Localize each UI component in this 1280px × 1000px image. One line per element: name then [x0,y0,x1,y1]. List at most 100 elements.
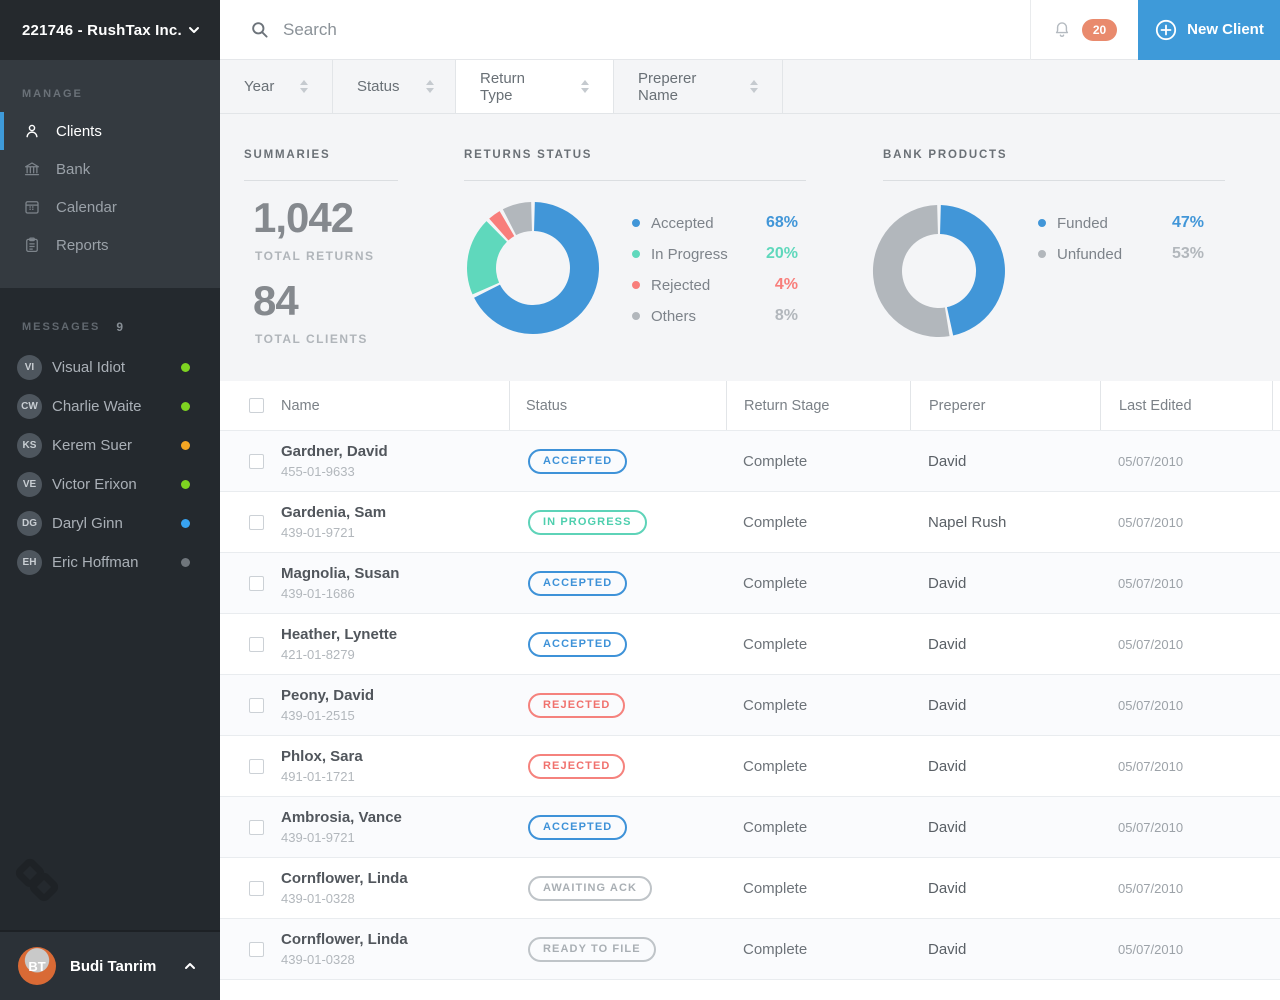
topbar-divider [1030,0,1031,60]
new-client-button[interactable]: New Client [1138,0,1280,60]
sidebar-item-reports[interactable]: Reports [0,226,220,264]
table-row[interactable]: Gardner, David 455-01-9633 ACCEPTED Comp… [220,431,1280,492]
select-all-checkbox[interactable] [249,398,264,413]
message-list-item[interactable]: VI Visual Idiot [0,348,220,387]
table-row[interactable]: Cornflower, Linda 439-01-0328 READY TO F… [220,919,1280,980]
message-list-item[interactable]: VE Victor Erixon [0,465,220,504]
message-list-item[interactable]: EH Eric Hoffman [0,543,220,582]
manage-nav: MANAGE Clients Bank Calendar Reports [0,60,220,288]
message-list-item[interactable]: DG Daryl Ginn [0,504,220,543]
filter-year[interactable]: Year [220,60,333,113]
main-content: 20 New Client Year Status Return Type Pr… [220,0,1280,1000]
preperer-cell: David [928,452,967,470]
total-returns-value: 1,042 [253,194,354,241]
status-badge: ACCEPTED [528,448,628,474]
row-select-cell [220,941,281,957]
last-edited-cell: 05/07/2010 [1118,941,1184,957]
row-checkbox[interactable] [249,758,264,774]
sort-arrows-icon [750,80,758,93]
row-checkbox[interactable] [249,514,264,530]
sidebar-item-bank[interactable]: Bank [0,150,220,188]
table-row[interactable]: Heather, Lynette 421-01-8279 ACCEPTED Co… [220,614,1280,675]
message-list: VI Visual Idiot CW Charlie Waite KS Kere… [0,348,220,582]
return-stage-cell: Complete [743,696,808,714]
table-body: Gardner, David 455-01-9633 ACCEPTED Comp… [220,431,1280,980]
filter-status[interactable]: Status [333,60,456,113]
filter-preperer-name[interactable]: Preperer Name [614,60,783,113]
divider [244,180,398,181]
return-stage-cell: Complete [743,635,808,653]
chevron-down-icon [189,27,199,33]
table-row[interactable]: Peony, David 439-01-2515 REJECTED Comple… [220,675,1280,736]
client-ssn: 439-01-0328 [281,891,355,906]
brand-logo [13,856,73,917]
sort-arrows-icon [300,80,309,93]
row-checkbox[interactable] [249,453,264,469]
row-checkbox[interactable] [249,941,264,957]
table-row[interactable]: Magnolia, Susan 439-01-1686 ACCEPTED Com… [220,553,1280,614]
calendar-icon [22,197,42,217]
status-badge: IN PROGRESS [528,509,647,535]
message-list-item[interactable]: KS Kerem Suer [0,426,220,465]
legend-item: Funded 47% [1038,212,1204,234]
last-edited-cell: 05/07/2010 [1118,758,1184,774]
legend-marker-icon [1038,219,1046,227]
presence-dot [181,441,190,450]
account-switcher[interactable]: 221746 - RushTax Inc. [0,0,220,60]
client-name: Gardenia, Sam [281,504,387,521]
search-input[interactable] [283,19,883,40]
messages-label: MESSAGES [22,321,101,333]
last-edited-cell: 05/07/2010 [1118,697,1184,713]
client-ssn: 455-01-9633 [281,464,355,479]
preperer-cell: David [928,574,967,592]
sort-arrows-icon [425,80,434,93]
row-checkbox[interactable] [249,819,264,835]
notifications-button[interactable]: 20 [1031,0,1138,59]
table-row[interactable]: Phlox, Sara 491-01-1721 REJECTED Complet… [220,736,1280,797]
client-ssn: 439-01-0328 [281,952,355,967]
column-header-preperer[interactable]: Preperer [910,381,1100,430]
row-checkbox[interactable] [249,636,264,652]
message-list-item[interactable]: CW Charlie Waite [0,387,220,426]
filter-return-type[interactable]: Return Type [456,60,614,113]
current-user-menu[interactable]: BT Budi Tanrim [0,930,220,1000]
client-ssn: 491-01-1721 [281,769,355,784]
sidebar-item-calendar[interactable]: Calendar [0,188,220,226]
client-name-cell: Phlox, Sara 491-01-1721 [281,748,509,784]
legend-label: Rejected [651,276,711,294]
return-stage-cell: Complete [743,818,808,836]
bank-icon [22,159,42,179]
legend-value: 53% [1171,245,1204,262]
table-row[interactable]: Cornflower, Linda 439-01-0328 AWAITING A… [220,858,1280,919]
column-header-last-edited[interactable]: Last Edited [1100,381,1273,430]
messages-count: 9 [116,320,124,334]
client-ssn: 439-01-9721 [281,525,355,540]
sidebar-item-clients[interactable]: Clients [0,112,220,150]
contact-name: Charlie Waite [52,398,142,415]
client-ssn: 439-01-1686 [281,586,355,601]
row-select-cell [220,636,281,652]
row-checkbox[interactable] [249,697,264,713]
row-select-cell [220,819,281,835]
client-name-cell: Cornflower, Linda 439-01-0328 [281,870,509,906]
last-edited-cell: 05/07/2010 [1118,636,1184,652]
preperer-cell: David [928,818,967,836]
reports-icon [22,235,42,255]
row-checkbox[interactable] [249,880,264,896]
legend-marker-icon [632,219,640,227]
client-name: Magnolia, Susan [281,565,400,582]
account-label: 221746 - RushTax Inc. [22,21,182,39]
client-name-cell: Cornflower, Linda 439-01-0328 [281,931,509,967]
column-header-name[interactable]: Name [281,397,320,414]
bell-icon [1055,21,1069,37]
new-client-label: New Client [1187,21,1264,38]
column-header-status[interactable]: Status [509,381,726,430]
messages-header: MESSAGES 9 [0,312,220,348]
column-header-return-stage[interactable]: Return Stage [726,381,910,430]
current-user-name: Budi Tanrim [70,957,157,975]
table-row[interactable]: Ambrosia, Vance 439-01-9721 ACCEPTED Com… [220,797,1280,858]
row-checkbox[interactable] [249,575,264,591]
status-badge: REJECTED [528,692,626,718]
table-row[interactable]: Gardenia, Sam 439-01-9721 IN PROGRESS Co… [220,492,1280,553]
legend-label: Accepted [651,214,714,232]
